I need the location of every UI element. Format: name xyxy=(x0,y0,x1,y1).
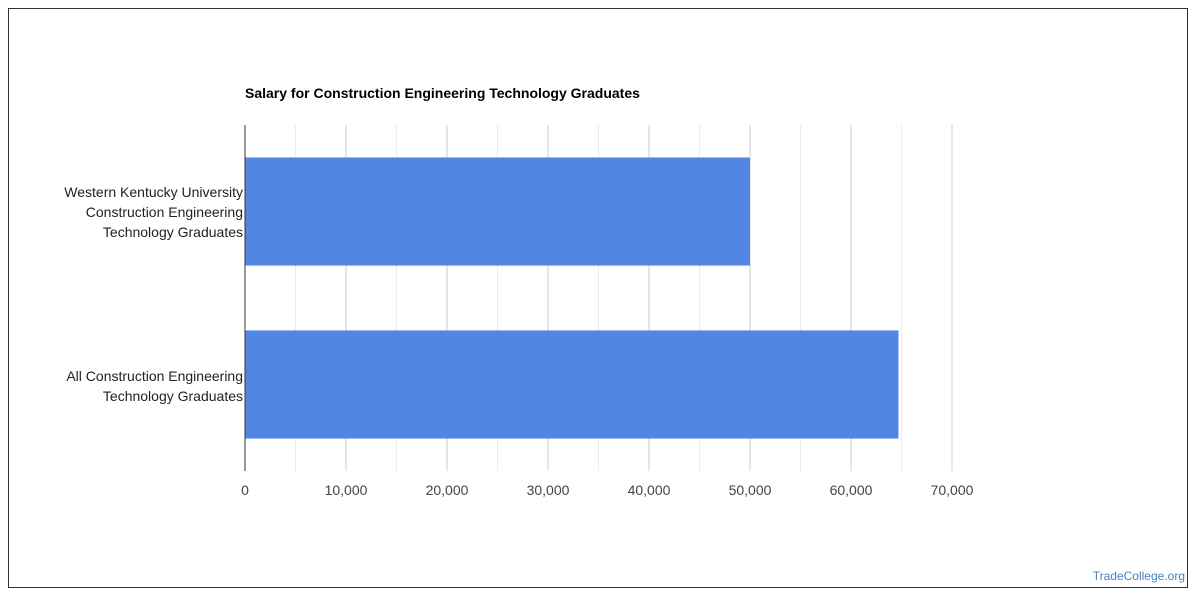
bar-all xyxy=(245,330,899,439)
watermark-link[interactable]: TradeCollege.org xyxy=(1092,569,1185,583)
x-tick-label: 60,000 xyxy=(830,482,873,498)
x-tick-label: 20,000 xyxy=(426,482,469,498)
x-tick-label: 50,000 xyxy=(729,482,772,498)
x-tick-label: 10,000 xyxy=(325,482,368,498)
category-label-all: All Construction Engineering Technology … xyxy=(66,368,243,404)
x-tick-label: 70,000 xyxy=(931,482,974,498)
chart-title: Salary for Construction Engineering Tech… xyxy=(245,85,640,101)
x-tick-label: 40,000 xyxy=(628,482,671,498)
category-label-wku: Western Kentucky University Construction… xyxy=(64,184,243,240)
x-tick-label: 0 xyxy=(241,482,249,498)
x-tick-label: 30,000 xyxy=(527,482,570,498)
bar-wku xyxy=(245,157,750,266)
